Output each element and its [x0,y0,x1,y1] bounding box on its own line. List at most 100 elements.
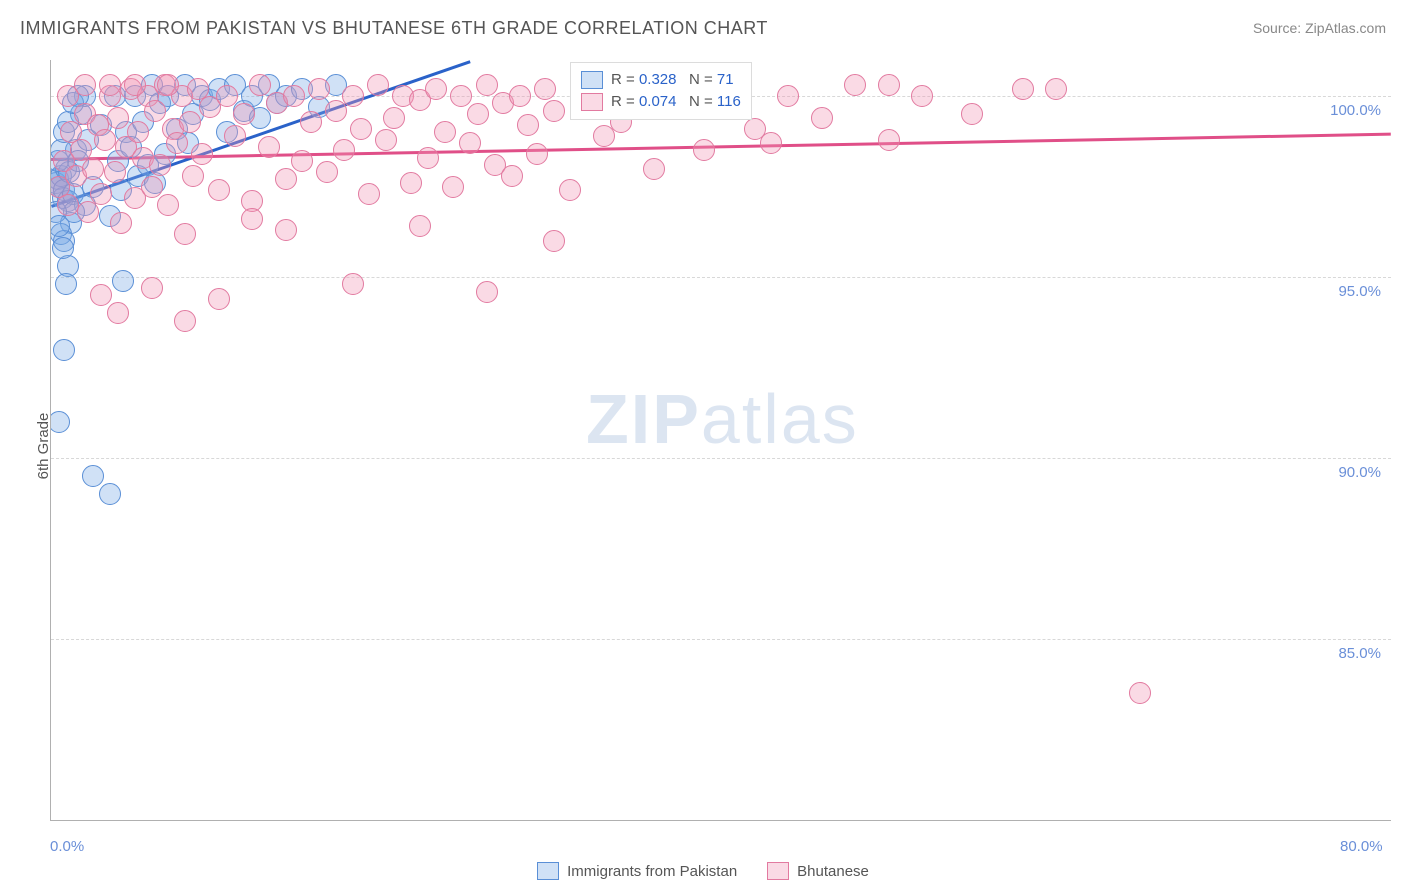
scatter-point [99,74,121,96]
y-tick-label: 100.0% [1321,102,1381,119]
scatter-point [1045,78,1067,100]
scatter-point [333,139,355,161]
scatter-point [476,281,498,303]
scatter-point [693,139,715,161]
x-axis-min-label: 0.0% [50,838,84,855]
scatter-point [53,339,75,361]
scatter-point [534,78,556,100]
scatter-point [141,277,163,299]
y-tick-label: 85.0% [1321,645,1381,662]
legend-stats: R = 0.074 N = 116 [611,91,741,113]
scatter-point [316,161,338,183]
scatter-point [107,302,129,324]
scatter-point [99,483,121,505]
scatter-point [144,100,166,122]
scatter-point [182,165,204,187]
source-attribution: Source: ZipAtlas.com [1253,20,1386,36]
x-axis-max-label: 80.0% [1340,838,1383,855]
scatter-point [342,273,364,295]
y-tick-label: 90.0% [1321,464,1381,481]
scatter-point [112,270,134,292]
scatter-point [383,107,405,129]
legend-stats: R = 0.328 N = 71 [611,69,734,91]
scatter-point [308,78,330,100]
scatter-point [57,85,79,107]
scatter-point [291,150,313,172]
bottom-legend-label: Immigrants from Pakistan [567,863,737,880]
scatter-point [179,111,201,133]
scatter-point [208,179,230,201]
scatter-point [450,85,472,107]
scatter-point [961,103,983,125]
scatter-point [844,74,866,96]
scatter-point [141,176,163,198]
scatter-point [442,176,464,198]
scatter-point [55,273,77,295]
scatter-point [157,194,179,216]
scatter-point [777,85,799,107]
legend-swatch [581,71,603,89]
y-tick-label: 95.0% [1321,283,1381,300]
scatter-point [459,132,481,154]
legend-swatch [537,862,559,880]
x-tick [51,820,52,821]
x-tick [1056,820,1057,821]
legend-row: R = 0.328 N = 71 [581,69,741,91]
scatter-point [760,132,782,154]
scatter-point [110,212,132,234]
bottom-legend-item: Immigrants from Pakistan [537,862,737,880]
scatter-point [501,165,523,187]
x-tick [889,820,890,821]
legend-swatch [767,862,789,880]
series-legend: Immigrants from Pakistan Bhutanese [0,862,1406,880]
scatter-point [216,85,238,107]
scatter-point [811,107,833,129]
scatter-point [911,85,933,107]
scatter-point [526,143,548,165]
chart-title: IMMIGRANTS FROM PAKISTAN VS BHUTANESE 6T… [20,18,768,39]
scatter-point [509,85,531,107]
scatter-point [127,121,149,143]
scatter-point [224,125,246,147]
scatter-point [367,74,389,96]
bottom-legend-item: Bhutanese [767,862,869,880]
scatter-point [258,136,280,158]
legend-swatch [581,93,603,111]
scatter-point [233,103,255,125]
scatter-point [191,143,213,165]
scatter-point [375,129,397,151]
x-tick [386,820,387,821]
scatter-point [124,74,146,96]
scatter-point [275,219,297,241]
scatter-point [174,310,196,332]
scatter-point [476,74,498,96]
scatter-point [82,158,104,180]
scatter-point [543,100,565,122]
scatter-point [174,223,196,245]
scatter-point [275,168,297,190]
scatter-point [1129,682,1151,704]
scatter-point [543,230,565,252]
scatter-point [82,465,104,487]
scatter-point [1012,78,1034,100]
scatter-point [90,183,112,205]
scatter-point [107,107,129,129]
scatter-point [300,111,322,133]
scatter-point [241,208,263,230]
scatter-point [166,132,188,154]
correlation-legend: R = 0.328 N = 71R = 0.074 N = 116 [570,62,752,120]
scatter-point [559,179,581,201]
gridline [51,639,1391,640]
scatter-point [358,183,380,205]
scatter-point [878,74,900,96]
scatter-point [417,147,439,169]
bottom-legend-label: Bhutanese [797,863,869,880]
scatter-point [517,114,539,136]
scatter-point [52,237,74,259]
scatter-point [350,118,372,140]
x-tick [721,820,722,821]
scatter-plot-area: 85.0% 90.0% 95.0% 100.0% [50,60,1391,821]
gridline [51,277,1391,278]
scatter-point [342,85,364,107]
scatter-point [57,194,79,216]
